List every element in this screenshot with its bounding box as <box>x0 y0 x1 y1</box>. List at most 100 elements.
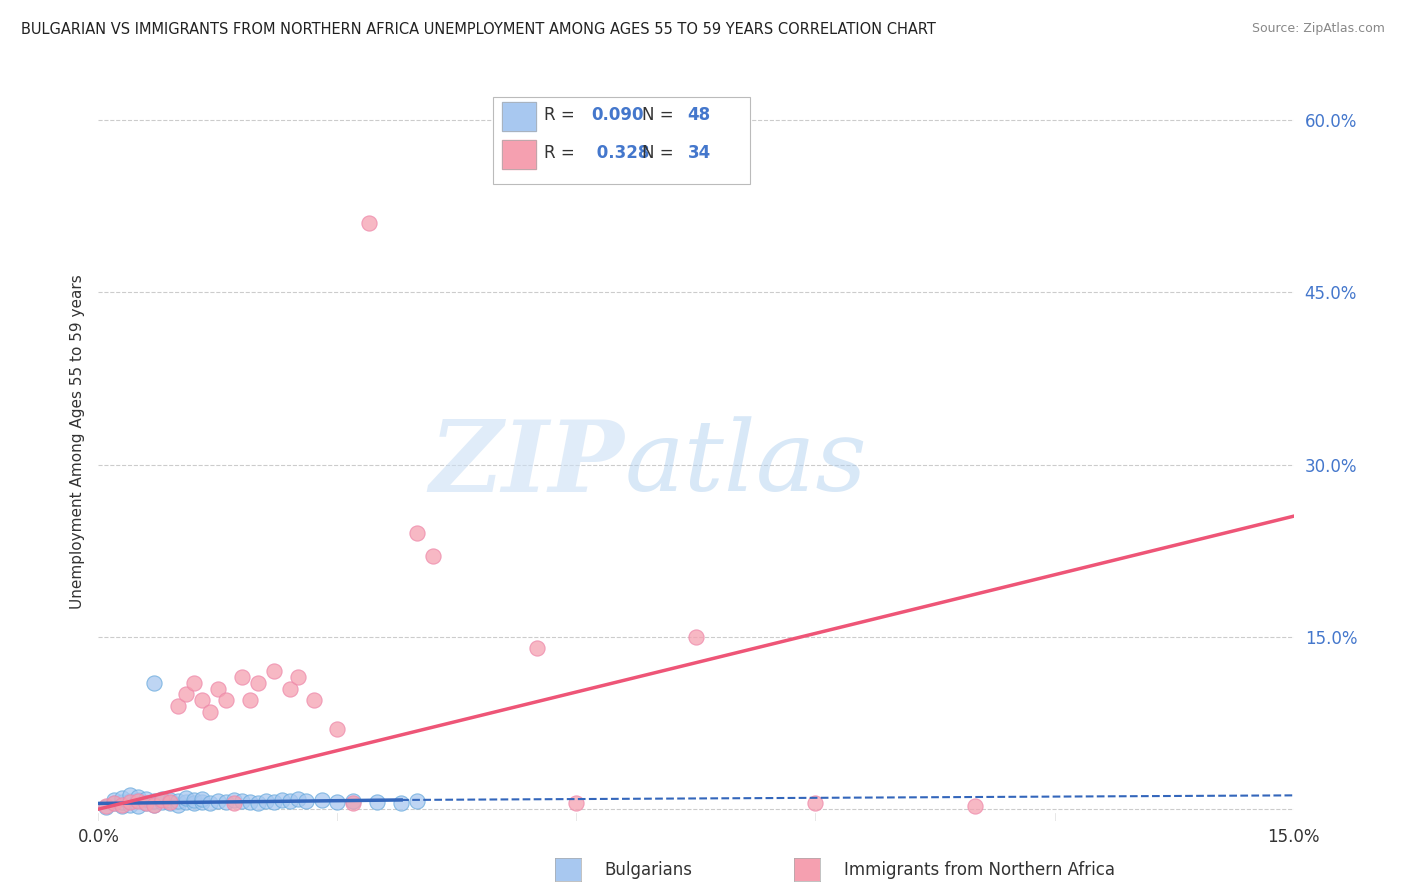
Point <box>302 693 325 707</box>
Point <box>263 795 285 809</box>
Point <box>120 795 142 809</box>
Point <box>96 800 118 814</box>
Bar <box>502 140 536 169</box>
Point <box>103 797 125 811</box>
Point <box>239 795 262 809</box>
Point <box>120 794 142 808</box>
Point <box>198 797 221 811</box>
Text: N =: N = <box>643 144 679 161</box>
Point <box>127 789 149 804</box>
Point <box>294 794 316 808</box>
Point <box>143 675 166 690</box>
Point <box>143 794 166 808</box>
Point <box>111 790 134 805</box>
Point <box>246 675 269 690</box>
Point <box>150 792 173 806</box>
Point <box>103 797 125 811</box>
Text: BULGARIAN VS IMMIGRANTS FROM NORTHERN AFRICA UNEMPLOYMENT AMONG AGES 55 TO 59 YE: BULGARIAN VS IMMIGRANTS FROM NORTHERN AF… <box>21 22 936 37</box>
Point <box>143 797 166 812</box>
Point <box>135 797 157 811</box>
Point <box>111 798 134 813</box>
Point <box>207 681 229 696</box>
Y-axis label: Unemployment Among Ages 55 to 59 years: Unemployment Among Ages 55 to 59 years <box>69 274 84 609</box>
Point <box>326 795 349 809</box>
Point <box>159 797 181 811</box>
Bar <box>502 140 536 169</box>
FancyBboxPatch shape <box>494 96 749 184</box>
Point <box>215 795 238 809</box>
Point <box>135 797 157 811</box>
Point <box>246 797 269 811</box>
Point <box>183 675 205 690</box>
Point <box>120 789 142 803</box>
Point <box>685 630 707 644</box>
Point <box>174 687 197 701</box>
Point <box>111 795 134 809</box>
Point <box>207 794 229 808</box>
Text: R =: R = <box>544 106 581 124</box>
Text: N =: N = <box>643 106 679 124</box>
Point <box>406 794 429 808</box>
Point <box>111 797 134 812</box>
Point <box>127 794 149 808</box>
Point <box>120 797 142 812</box>
Point <box>231 670 253 684</box>
Text: atlas: atlas <box>624 417 868 512</box>
Point <box>366 795 388 809</box>
Point <box>270 793 292 807</box>
Text: 34: 34 <box>688 144 711 161</box>
Point <box>804 797 827 811</box>
Point <box>143 797 166 812</box>
Point <box>215 693 238 707</box>
Point <box>342 794 364 808</box>
Point <box>222 793 245 807</box>
Point <box>174 790 197 805</box>
Point <box>159 795 181 809</box>
Point <box>963 798 986 813</box>
Text: ZIP: ZIP <box>429 416 624 513</box>
Point <box>231 794 253 808</box>
Point <box>183 793 205 807</box>
Point <box>342 797 364 811</box>
Point <box>127 798 149 813</box>
Point <box>174 795 197 809</box>
Point <box>389 797 412 811</box>
Point <box>311 793 333 807</box>
Point <box>565 797 588 811</box>
Text: Bulgarians: Bulgarians <box>605 861 693 879</box>
Point <box>287 670 309 684</box>
Point <box>159 793 181 807</box>
Point <box>167 797 190 812</box>
Point <box>103 793 125 807</box>
Point <box>127 793 149 807</box>
Point <box>287 792 309 806</box>
Point <box>96 798 118 813</box>
Point <box>278 794 301 808</box>
Point <box>150 793 173 807</box>
Point <box>422 549 444 564</box>
Point <box>150 795 173 809</box>
Point <box>135 792 157 806</box>
Point <box>526 641 548 656</box>
Text: 0.090: 0.090 <box>591 106 644 124</box>
Text: Immigrants from Northern Africa: Immigrants from Northern Africa <box>844 861 1115 879</box>
Point <box>359 216 381 230</box>
Point <box>222 797 245 811</box>
Point <box>198 705 221 719</box>
Point <box>191 792 214 806</box>
Point <box>263 665 285 679</box>
Point <box>183 797 205 811</box>
Text: Source: ZipAtlas.com: Source: ZipAtlas.com <box>1251 22 1385 36</box>
Text: R =: R = <box>544 144 581 161</box>
Point <box>167 698 190 713</box>
Point <box>406 526 429 541</box>
Point <box>326 722 349 736</box>
Point <box>278 681 301 696</box>
Bar <box>502 102 536 130</box>
Point <box>191 693 214 707</box>
Text: 48: 48 <box>688 106 710 124</box>
Bar <box>502 102 536 130</box>
Point <box>254 794 277 808</box>
Point <box>191 795 214 809</box>
Point <box>167 794 190 808</box>
